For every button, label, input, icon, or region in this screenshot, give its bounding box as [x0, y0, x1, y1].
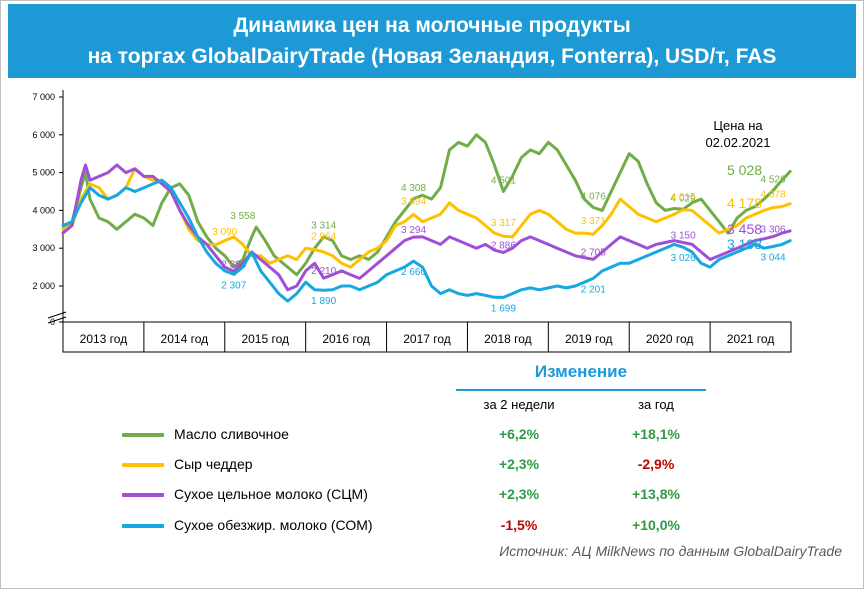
data-label-cheddar: 3 371 — [581, 216, 606, 227]
data-label-butter: 4 501 — [491, 175, 516, 186]
legend-label-cheddar: Сыр чеддер — [174, 456, 253, 472]
legend-swatch-smp — [122, 524, 164, 528]
y-tick-label: 3 000 — [32, 243, 55, 253]
series-line-smp — [61, 178, 792, 303]
data-label-smp: 1 699 — [491, 303, 516, 314]
title-line-2: на торгах GlobalDairyTrade (Новая Зеланд… — [87, 45, 777, 68]
legend-change-year-cheddar: -2,9% — [637, 456, 675, 472]
legend-label-wmp: Сухое цельное молоко (СЦМ) — [174, 486, 368, 502]
legend-row-butter: Масло сливочное +6,2% +18,1% — [122, 425, 742, 445]
data-label-butter: 3 558 — [230, 211, 255, 222]
change-header: Изменение — [534, 362, 628, 381]
series-line-butter — [61, 133, 792, 277]
data-label-smp: 2 660 — [401, 267, 426, 278]
data-label-butter: 4 076 — [581, 192, 606, 203]
data-label-wmp: 3 306 — [761, 225, 786, 236]
chart-title: Динамика цен на молочные продукты на тор… — [8, 4, 856, 78]
legend-change-2w-smp: -1,5% — [500, 517, 538, 533]
x-year-label: 2013 год — [80, 332, 128, 346]
legend-row-cheddar: Сыр чеддер +2,3% -2,9% — [122, 455, 742, 475]
legend-swatch-wmp — [122, 493, 164, 497]
data-label-smp: 1 890 — [311, 296, 336, 307]
data-label-wmp: 2 886 — [491, 241, 516, 252]
axis-break-mark — [47, 311, 67, 319]
data-label-cheddar: 4 078 — [761, 189, 786, 200]
data-label-cheddar: 3 317 — [491, 218, 516, 229]
x-year-label: 2020 год — [646, 332, 694, 346]
data-label-wmp: 2 386 — [221, 259, 246, 270]
legend-row-wmp: Сухое цельное молоко (СЦМ) +2,3% +13,8% — [122, 485, 742, 505]
data-label-smp: 3 044 — [761, 253, 786, 264]
x-year-label: 2018 год — [484, 332, 532, 346]
series-line-wmp — [61, 163, 792, 292]
x-year-label: 2016 год — [322, 332, 370, 346]
col-head-year: за год — [638, 397, 674, 412]
data-label-wmp: 2 210 — [311, 266, 336, 277]
data-label-smp: 2 201 — [581, 284, 606, 295]
x-axis-box — [62, 321, 792, 353]
y-tick-label: 2 000 — [32, 281, 55, 291]
x-year-label: 2017 год — [403, 332, 451, 346]
data-label-butter: 4 029 — [671, 193, 696, 204]
y-tick-label: 6 000 — [32, 130, 55, 140]
x-year-label: 2015 год — [241, 332, 289, 346]
current-price-wmp: 3 458 — [727, 221, 762, 237]
data-label-cheddar: 2 964 — [311, 232, 336, 243]
data-label-cheddar: 3 090 — [212, 227, 237, 238]
current-price-butter: 5 028 — [727, 162, 762, 178]
data-label-smp: 3 026 — [671, 253, 696, 264]
data-label-butter: 3 314 — [311, 220, 336, 231]
legend-change-year-butter: +18,1% — [632, 426, 680, 442]
legend-swatch-butter — [122, 433, 164, 437]
legend-swatch-cheddar — [122, 463, 164, 467]
col-head-2weeks: за 2 недели — [483, 397, 555, 412]
data-label-wmp: 3 294 — [401, 225, 426, 236]
y-tick-label: 5 000 — [32, 168, 55, 178]
legend-change-2w-butter: +6,2% — [498, 426, 540, 442]
axis-break-mark — [47, 316, 67, 324]
current-price-smp: 3 198 — [727, 236, 762, 252]
legend-row-smp: Сухое обезжир. молоко (СОМ) -1,5% +10,0% — [122, 516, 742, 536]
legend-change-2w-cheddar: +2,3% — [498, 456, 540, 472]
data-label-butter: 4 308 — [401, 183, 426, 194]
x-year-label: 2021 год — [727, 332, 775, 346]
data-label-butter: 4 526 — [761, 175, 786, 186]
x-year-label: 2014 год — [161, 332, 209, 346]
legend-change-2w-wmp: +2,3% — [498, 486, 540, 502]
data-label-cheddar: 4 015 — [671, 192, 696, 203]
x-year-label: 2019 год — [565, 332, 613, 346]
data-label-wmp: 2 705 — [581, 247, 606, 258]
source-note: Источник: АЦ MilkNews по данным GlobalDa… — [499, 543, 842, 559]
current-price-cheddar: 4 178 — [727, 195, 762, 211]
legend-change-year-wmp: +13,8% — [632, 486, 680, 502]
price-note-line-1: Цена на — [713, 118, 763, 133]
y-tick-label: 7 000 — [32, 92, 55, 102]
legend-change-year-smp: +10,0% — [632, 517, 680, 533]
title-line-1: Динамика цен на молочные продукты — [233, 14, 631, 37]
legend-label-butter: Масло сливочное — [174, 426, 289, 442]
price-note-line-2: 02.02.2021 — [705, 135, 770, 150]
data-label-smp: 2 307 — [221, 280, 246, 291]
legend-label-smp: Сухое обезжир. молоко (СОМ) — [174, 517, 373, 533]
change-header-underline — [456, 389, 706, 391]
data-label-cheddar: 3 894 — [401, 196, 426, 207]
y-tick-label: 4 000 — [32, 205, 55, 215]
data-label-wmp: 3 150 — [671, 231, 696, 242]
